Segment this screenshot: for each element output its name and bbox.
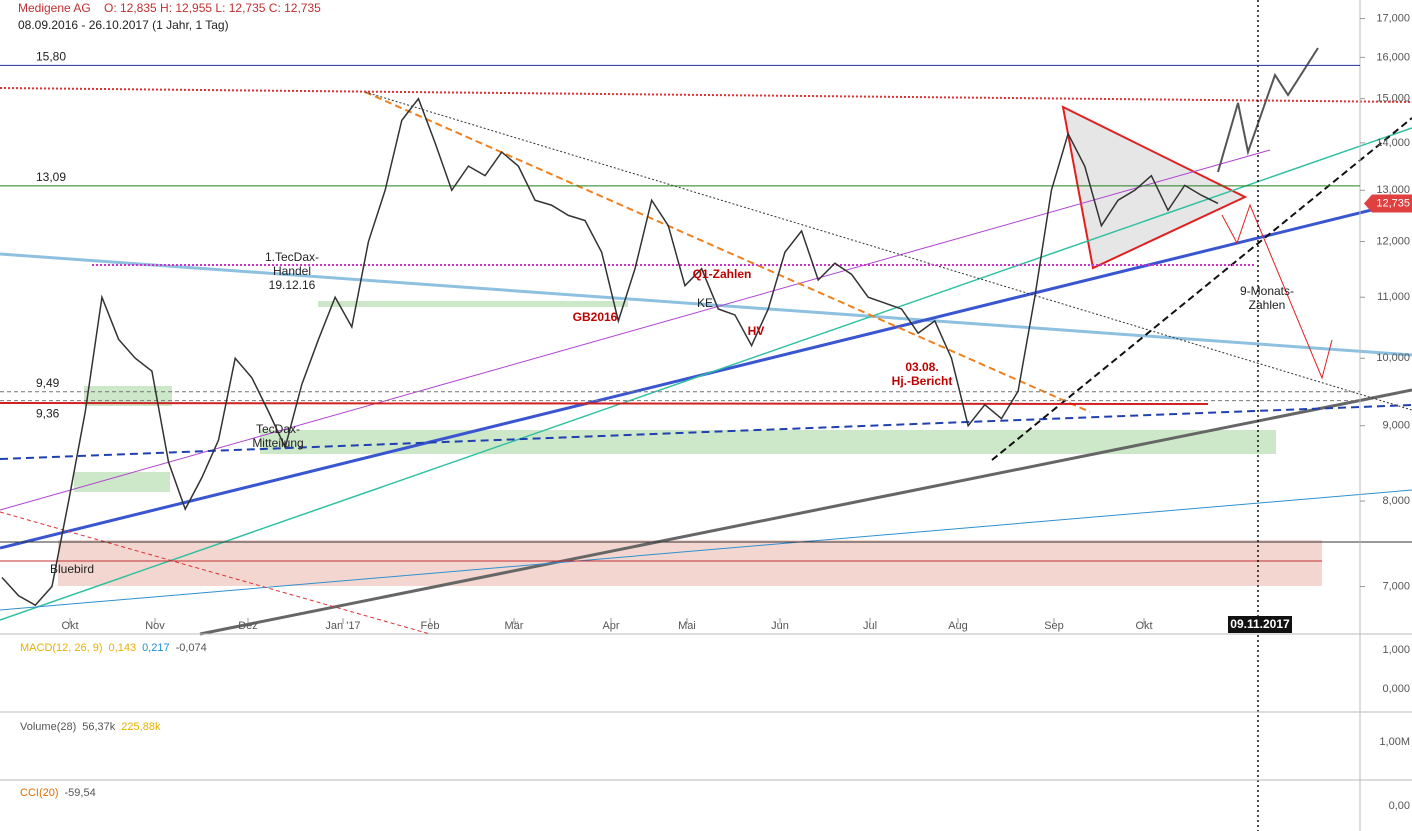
x-tick-label: Mär — [505, 620, 524, 632]
x-tick-label: Sep — [1044, 620, 1064, 632]
y-tick-label: 7,000 — [1382, 580, 1410, 592]
annotation: Zahlen — [1249, 298, 1286, 312]
y-tick-label: 9,000 — [1382, 420, 1410, 432]
level-label: 13,09 — [36, 170, 66, 184]
zone — [74, 472, 170, 492]
x-tick-label: Dez — [238, 620, 258, 632]
panel-tick: 0,000 — [1382, 683, 1410, 695]
future-date: 09.11.2017 — [1230, 617, 1290, 631]
trendlines — [0, 47, 1412, 636]
price-tag-label: 12,735 — [1376, 197, 1410, 209]
title: Medigene AG — [18, 1, 91, 15]
price-line — [1, 97, 1219, 607]
annotation: GB2016 — [573, 310, 618, 324]
panel-label: Volume(28) — [20, 721, 76, 733]
ohlc: O: 12,835 H: 12,955 L: 12,735 C: 12,735 — [104, 1, 321, 15]
annotation: Hj.-Bericht — [892, 374, 953, 388]
panel-value: 56,37k — [82, 721, 116, 733]
x-tick-label: Mai — [678, 620, 696, 632]
annotation: 19.12.16 — [269, 278, 316, 292]
y-tick-label: 17,000 — [1376, 12, 1410, 24]
annotation: Bluebird — [50, 562, 94, 576]
zone — [260, 430, 1276, 454]
panel-tick: 0,00 — [1389, 800, 1410, 812]
annotation: Mitteilung — [252, 436, 303, 450]
panel-value: -0,074 — [176, 642, 207, 654]
price-tag — [1364, 194, 1412, 213]
level-label: 9,36 — [36, 407, 60, 421]
level-label: 15,80 — [36, 50, 66, 64]
annotation: Handel — [273, 264, 311, 278]
panel-label: CCI(20) — [20, 787, 59, 799]
y-tick-label: 8,000 — [1382, 495, 1410, 507]
subtitle: 08.09.2016 - 26.10.2017 (1 Jahr, 1 Tag) — [18, 18, 229, 32]
y-tick-label: 14,000 — [1376, 137, 1410, 149]
annotation: Q1-Zahlen — [693, 267, 752, 281]
level-label: 9,49 — [36, 376, 60, 390]
annotation: 1.TecDax- — [265, 250, 319, 264]
annotation: TecDax- — [256, 422, 300, 436]
annotation: 9-Monats- — [1240, 284, 1294, 298]
panel-tick: 1,000 — [1382, 644, 1410, 656]
triangle — [1061, 105, 1248, 270]
panel-label: MACD(12, 26, 9) — [20, 642, 103, 654]
x-tick-label: Jun — [771, 620, 789, 632]
x-tick-label: Jan '17 — [325, 620, 360, 632]
y-tick-label: 15,000 — [1376, 93, 1410, 105]
y-tick-label: 11,000 — [1377, 291, 1410, 303]
zone — [58, 540, 1322, 586]
panel-value: 0,217 — [142, 642, 170, 654]
x-tick-label: Nov — [145, 620, 165, 632]
x-tick-label: Okt — [1135, 620, 1152, 632]
annotation: HV — [748, 324, 765, 338]
x-tick-label: Jul — [863, 620, 877, 632]
panel-tick: 1,00M — [1379, 736, 1410, 748]
panel-value: -59,54 — [65, 787, 96, 799]
annotation: KE — [697, 296, 713, 310]
panel-value: 225,88k — [121, 721, 161, 733]
x-tick-label: Feb — [421, 620, 440, 632]
x-tick-label: Apr — [602, 620, 619, 632]
y-tick-label: 16,000 — [1376, 51, 1410, 63]
panel-value: 0,143 — [109, 642, 137, 654]
y-tick-label: 10,000 — [1376, 352, 1410, 364]
annotation: 03.08. — [905, 360, 938, 374]
x-tick-label: Okt — [61, 620, 78, 632]
y-tick-label: 12,000 — [1376, 235, 1410, 247]
y-tick-label: 13,000 — [1376, 184, 1410, 196]
date-box — [1228, 616, 1292, 633]
x-tick-label: Aug — [948, 620, 968, 632]
zone — [318, 301, 628, 307]
